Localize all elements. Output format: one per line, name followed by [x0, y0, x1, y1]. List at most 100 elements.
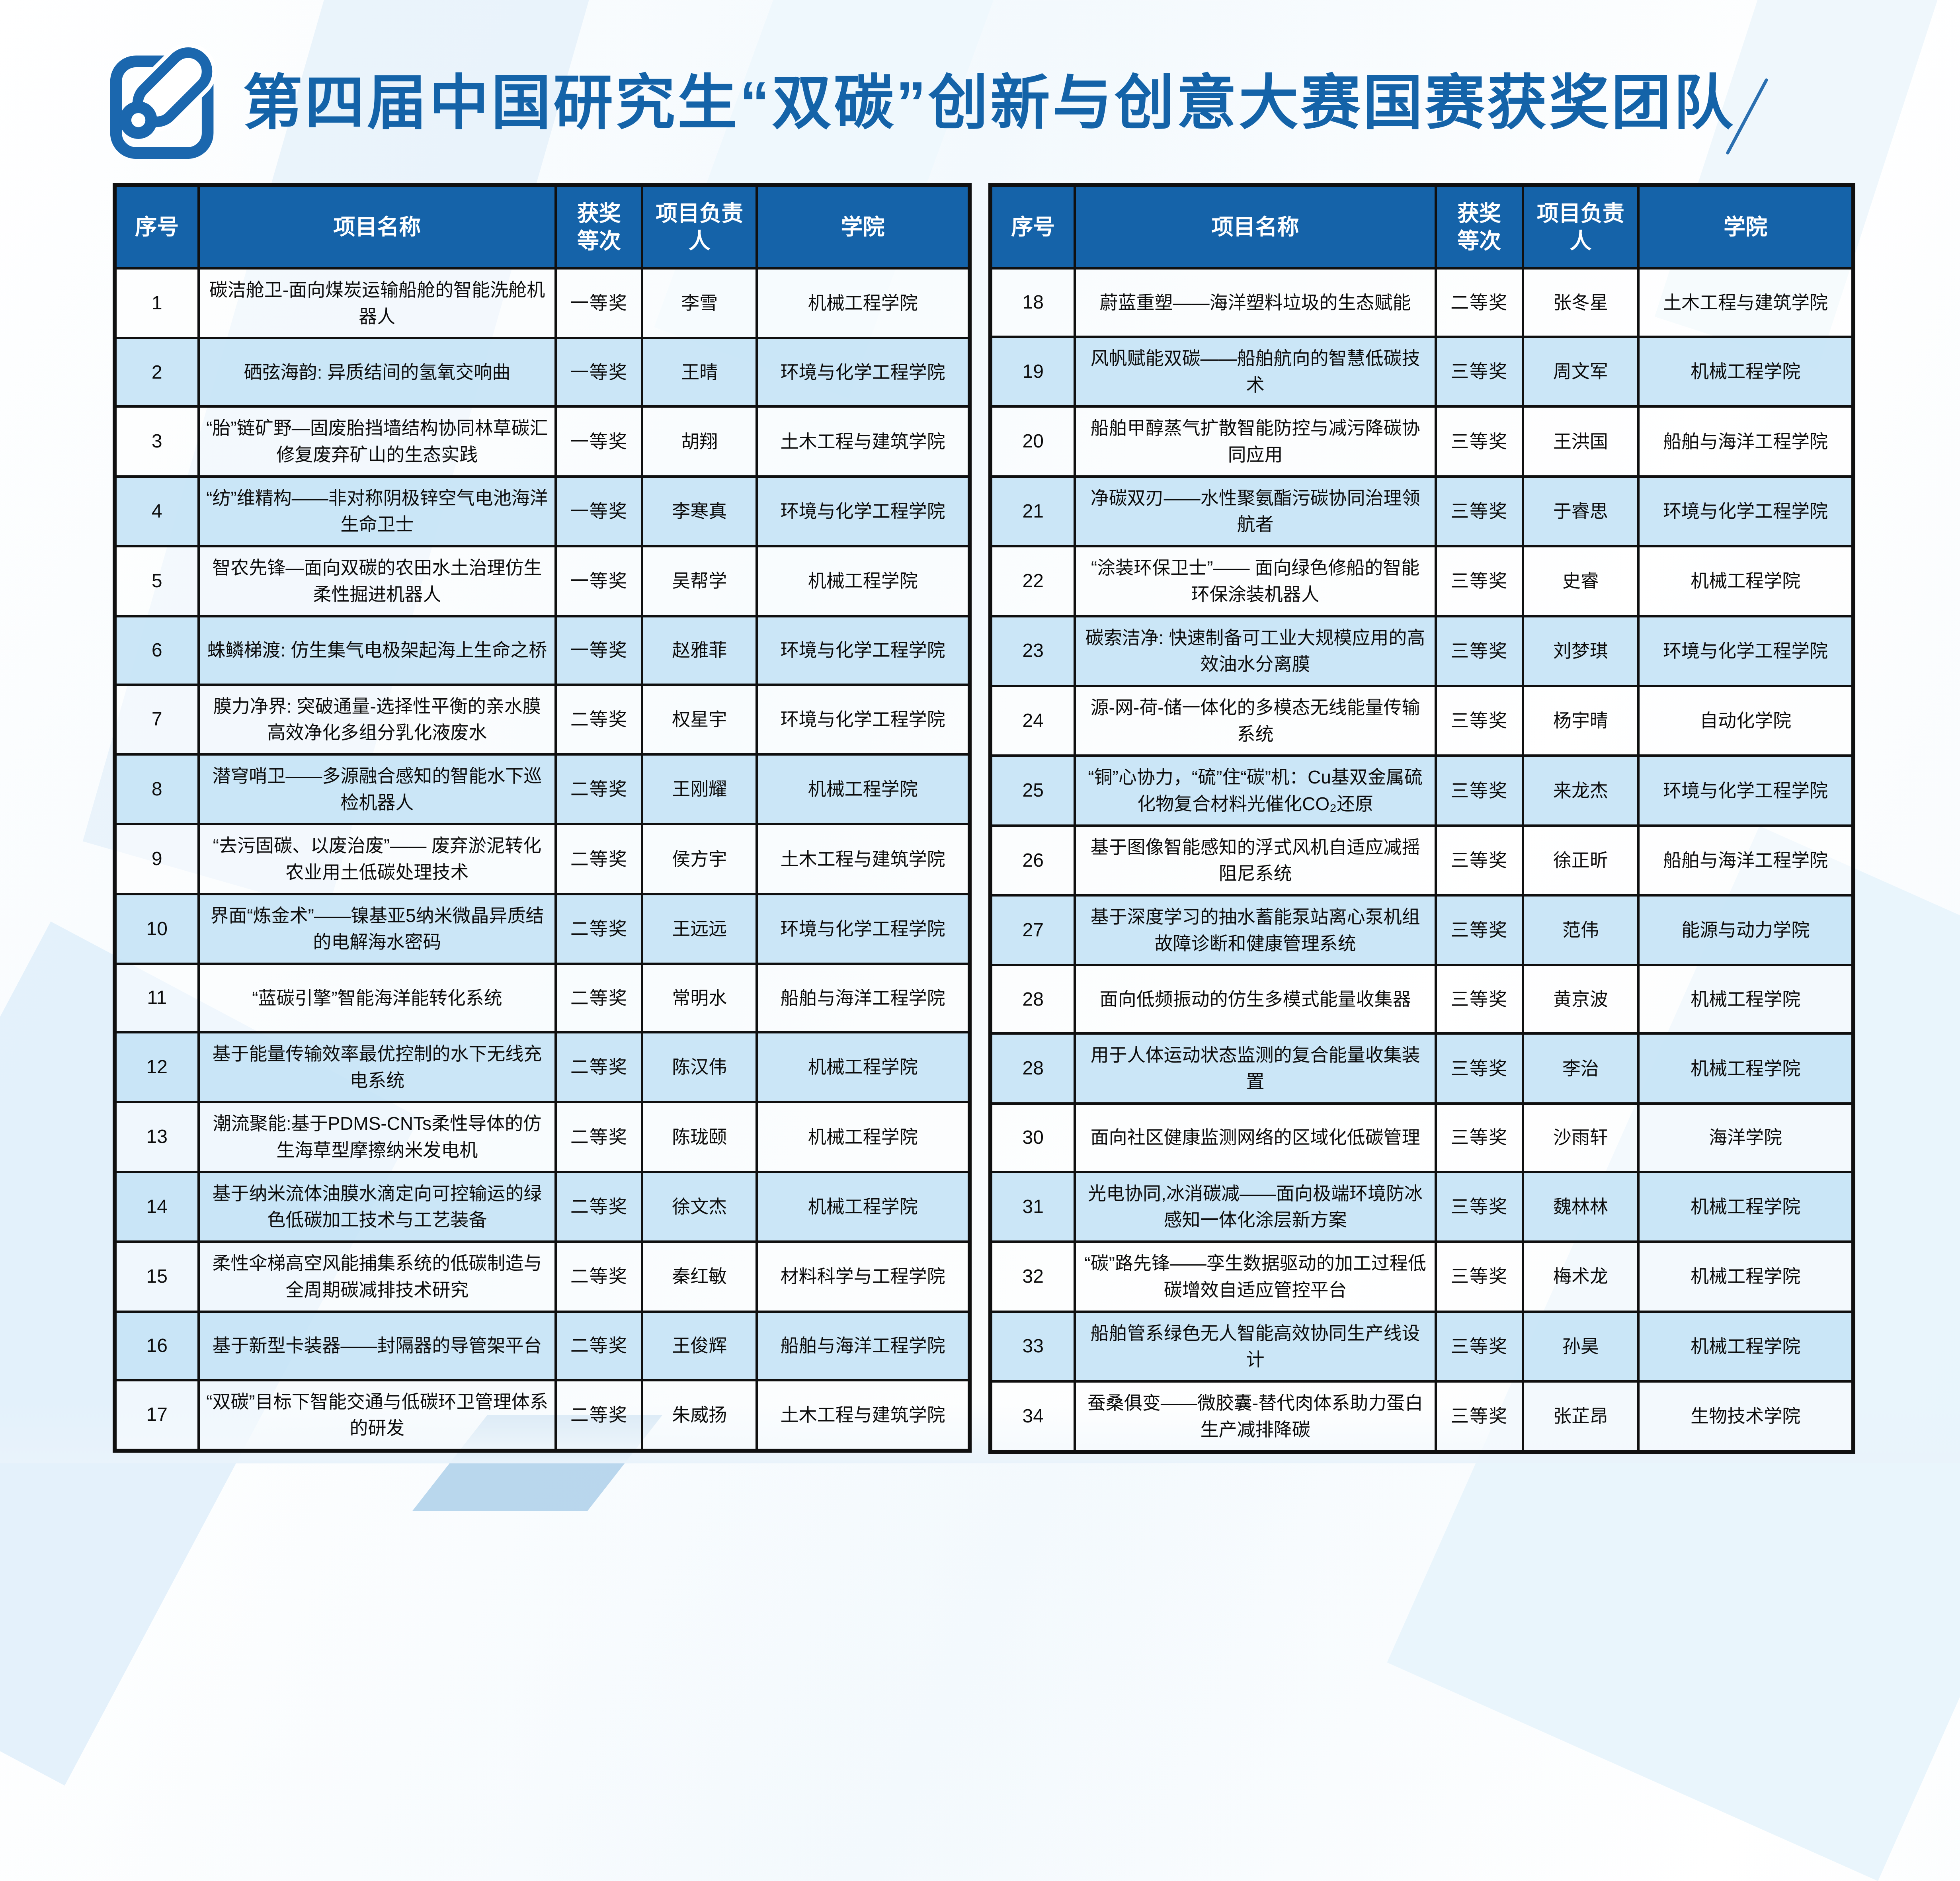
cell-college: 土木工程与建筑学院 — [1637, 267, 1855, 338]
cell-award: 一等奖 — [554, 615, 644, 686]
cell-leader: 王晴 — [641, 337, 758, 408]
table-row: 6 蛛鳞梯渡: 仿生集气电极架起海上生命之桥 一等奖 赵雅菲 环境与化学工程学院 — [113, 615, 971, 686]
cell-college: 环境与化学工程学院 — [755, 893, 971, 965]
cell-college: 机械工程学院 — [755, 545, 971, 617]
cell-leader: 刘梦琪 — [1521, 615, 1640, 687]
cell-no: 22 — [989, 545, 1076, 617]
page-header: 第四届中国研究生“双碳”创新与创意大赛国赛获奖团队 — [105, 44, 1735, 161]
cell-leader: 王远远 — [641, 893, 758, 965]
cell-award: 三等奖 — [1434, 894, 1524, 967]
cell-leader: 徐文杰 — [641, 1170, 758, 1243]
cell-college: 材料科学与工程学院 — [755, 1240, 971, 1313]
cell-leader: 李寒真 — [641, 475, 758, 548]
cell-college: 环境与化学工程学院 — [755, 475, 971, 548]
table-row: 8 潜穹哨卫——多源融合感知的智能水下巡检机器人 二等奖 王刚耀 机械工程学院 — [113, 753, 971, 826]
header-project-name: 项目名称 — [197, 184, 557, 270]
cell-award: 二等奖 — [554, 1101, 644, 1173]
cell-no: 7 — [113, 683, 200, 756]
cell-leader: 张冬星 — [1521, 267, 1640, 338]
cell-project-name: 碳洁舱卫-面向煤炭运输船舱的智能洗舱机器人 — [197, 267, 557, 340]
table-row: 27 基于深度学习的抽水蓄能泵站离心泵机组故障诊断和健康管理系统 三等奖 范伟 能源与动… — [989, 894, 1855, 967]
cell-leader: 史睿 — [1521, 545, 1640, 617]
cell-no: 9 — [113, 823, 200, 895]
cell-project-name: “去污固碳、以废治废”—— 废弃淤泥转化农业用土低碳处理技术 — [197, 823, 557, 895]
table-row: 4 “纺”维精构——非对称阴极锌空气电池海洋生命卫士 一等奖 李寒真 环境与化学工程学院 — [113, 475, 971, 548]
cell-no: 28 — [989, 964, 1076, 1035]
cell-no: 32 — [989, 1240, 1076, 1313]
table-header-row: 序号 项目名称 获奖等次 项目负责人 学院 — [113, 184, 971, 270]
cell-project-name: 碳索洁净: 快速制备可工业大规模应用的高效油水分离膜 — [1074, 615, 1437, 687]
table-row: 1 碳洁舱卫-面向煤炭运输船舱的智能洗舱机器人 一等奖 李雪 机械工程学院 — [113, 267, 971, 340]
cell-leader: 朱威扬 — [641, 1379, 758, 1452]
cell-award: 三等奖 — [1434, 405, 1524, 478]
cell-project-name: 源-网-荷-储一体化的多模态无线能量传输系统 — [1074, 684, 1437, 757]
table-row: 19 风帆赋能双碳——船舶航向的智慧低碳技术 三等奖 周文军 机械工程学院 — [989, 335, 1855, 408]
cell-award: 二等奖 — [554, 893, 644, 965]
header-college: 学院 — [755, 184, 971, 270]
cell-college: 机械工程学院 — [755, 267, 971, 340]
header-index: 序号 — [989, 184, 1076, 270]
cell-leader: 常明水 — [641, 963, 758, 1033]
table-row: 21 净碳双刃——水性聚氨酯污碳协同治理领航者 三等奖 于睿思 环境与化学工程学院 — [989, 475, 1855, 548]
table-row: 11 “蓝碳引擎”智能海洋能转化系统 二等奖 常明水 船舶与海洋工程学院 — [113, 963, 971, 1033]
cell-project-name: “双碳”目标下智能交通与低碳环卫管理体系的研发 — [197, 1379, 557, 1452]
cell-leader: 徐正昕 — [1521, 824, 1640, 897]
cell-leader: 梅术龙 — [1521, 1240, 1640, 1313]
cell-award: 二等奖 — [554, 1310, 644, 1381]
cell-award: 三等奖 — [1434, 1102, 1524, 1173]
cell-college: 环境与化学工程学院 — [755, 683, 971, 756]
cell-project-name: 基于纳米流体油膜水滴定向可控输运的绿色低碳加工技术与工艺装备 — [197, 1170, 557, 1243]
table-row: 9 “去污固碳、以废治废”—— 废弃淤泥转化农业用土低碳处理技术 二等奖 侯方宇 土木工… — [113, 823, 971, 895]
cell-no: 2 — [113, 337, 200, 408]
cell-project-name: 蛛鳞梯渡: 仿生集气电极架起海上生命之桥 — [197, 615, 557, 686]
cell-project-name: 风帆赋能双碳——船舶航向的智慧低碳技术 — [1074, 335, 1437, 408]
cell-project-name: 潮流聚能:基于PDMS-CNTs柔性导体的仿生海草型摩擦纳米发电机 — [197, 1101, 557, 1173]
cell-award: 一等奖 — [554, 405, 644, 478]
header-award-level: 获奖等次 — [554, 184, 644, 270]
cell-award: 三等奖 — [1434, 475, 1524, 548]
cell-leader: 杨宇晴 — [1521, 684, 1640, 757]
cell-project-name: 基于图像智能感知的浮式风机自适应减摇阻尼系统 — [1074, 824, 1437, 897]
cell-leader: 吴帮学 — [641, 545, 758, 617]
cell-no: 11 — [113, 963, 200, 1033]
cell-award: 二等奖 — [554, 683, 644, 756]
cell-award: 三等奖 — [1434, 1310, 1524, 1383]
table-row: 5 智农先锋—面向双碳的农田水土治理仿生柔性掘进机器人 一等奖 吴帮学 机械工程学院 — [113, 545, 971, 617]
cell-award: 三等奖 — [1434, 1032, 1524, 1105]
table-row: 12 基于能量传输效率最优控制的水下无线充电系统 二等奖 陈汉伟 机械工程学院 — [113, 1031, 971, 1104]
cell-no: 15 — [113, 1240, 200, 1313]
cell-college: 船舶与海洋工程学院 — [755, 1310, 971, 1381]
table-row: 13 潮流聚能:基于PDMS-CNTs柔性导体的仿生海草型摩擦纳米发电机 二等奖 陈珑… — [113, 1101, 971, 1173]
cell-leader: 权星宇 — [641, 683, 758, 756]
table-row: 2 硒弦海韵: 异质结间的氢氧交响曲 一等奖 王晴 环境与化学工程学院 — [113, 337, 971, 408]
cell-leader: 孙昊 — [1521, 1310, 1640, 1383]
cell-no: 27 — [989, 894, 1076, 967]
cell-college: 机械工程学院 — [1637, 545, 1855, 617]
table-row: 18 蔚蓝重塑——海洋塑料垃圾的生态赋能 二等奖 张冬星 土木工程与建筑学院 — [989, 267, 1855, 338]
table-row: 25 “铜”心协力，“硫”住“碳”机：Cu基双金属硫化物复合材料光催化CO₂还原三… — [989, 754, 1855, 827]
cell-leader: 来龙杰 — [1521, 754, 1640, 827]
cell-no: 23 — [989, 615, 1076, 687]
cell-college: 机械工程学院 — [1637, 1170, 1855, 1243]
cell-award: 三等奖 — [1434, 824, 1524, 897]
cell-college: 机械工程学院 — [1637, 1310, 1855, 1383]
cell-award: 二等奖 — [554, 1240, 644, 1313]
cell-college: 机械工程学院 — [1637, 1240, 1855, 1313]
cell-no: 8 — [113, 753, 200, 826]
cell-project-name: 基于新型卡装器——封隔器的导管架平台 — [197, 1310, 557, 1381]
cell-leader: 王洪国 — [1521, 405, 1640, 478]
cell-no: 28 — [989, 1032, 1076, 1105]
cell-college: 环境与化学工程学院 — [1637, 615, 1855, 687]
page-title: 第四届中国研究生“双碳”创新与创意大赛国赛获奖团队 — [243, 69, 1736, 136]
cell-no: 16 — [113, 1310, 200, 1381]
cell-college: 能源与动力学院 — [1637, 894, 1855, 967]
cell-no: 24 — [989, 684, 1076, 757]
cell-award: 二等奖 — [1434, 267, 1524, 338]
table-row: 23 碳索洁净: 快速制备可工业大规模应用的高效油水分离膜 三等奖 刘梦琪 环境与化学工… — [989, 615, 1855, 687]
cell-college: 环境与化学工程学院 — [1637, 475, 1855, 548]
cell-award: 三等奖 — [1434, 1170, 1524, 1243]
cell-college: 船舶与海洋工程学院 — [1637, 405, 1855, 478]
cell-no: 34 — [989, 1380, 1076, 1453]
header-project-leader: 项目负责人 — [641, 184, 758, 270]
table-row: 31 光电协同,冰消碳减——面向极端环境防冰感知一体化涂层新方案 三等奖 魏林林 机械工… — [989, 1170, 1855, 1243]
